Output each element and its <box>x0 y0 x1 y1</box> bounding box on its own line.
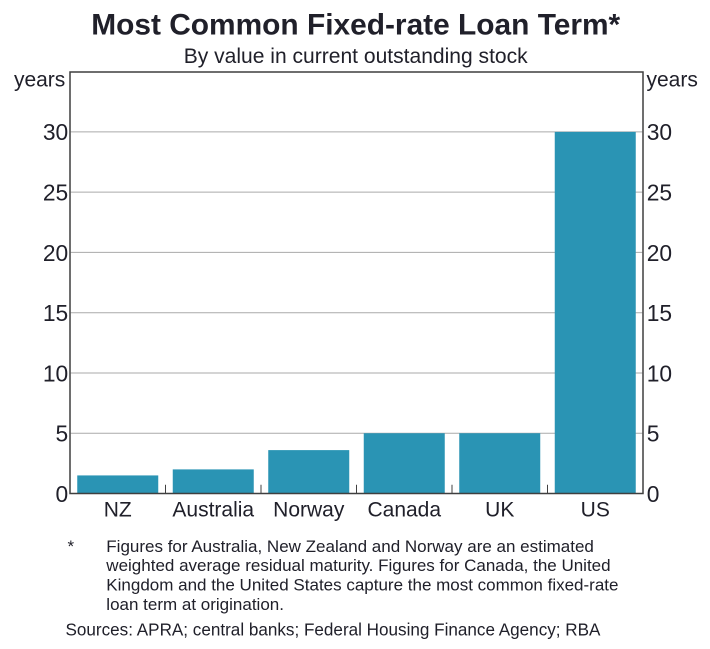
svg-text:US: US <box>581 499 610 522</box>
svg-text:Kingdom and the United States: Kingdom and the United States capture th… <box>106 576 618 595</box>
svg-text:25: 25 <box>647 180 672 206</box>
svg-text:15: 15 <box>43 300 68 326</box>
svg-text:Most Common Fixed-rate Loan Te: Most Common Fixed-rate Loan Term* <box>91 9 620 42</box>
svg-text:20: 20 <box>647 240 672 266</box>
svg-text:*: * <box>68 537 75 556</box>
svg-text:Canada: Canada <box>367 499 441 522</box>
svg-text:15: 15 <box>647 300 672 326</box>
svg-text:Sources: APRA; central banks;: Sources: APRA; central banks; Federal Ho… <box>66 621 602 640</box>
svg-text:10: 10 <box>43 360 68 386</box>
svg-text:By value in current outstandin: By value in current outstanding stock <box>184 44 528 68</box>
svg-text:20: 20 <box>43 240 68 266</box>
svg-text:Figures for Australia, New Zea: Figures for Australia, New Zealand and N… <box>106 537 594 556</box>
svg-text:10: 10 <box>647 360 672 386</box>
svg-text:UK: UK <box>485 499 514 522</box>
svg-text:30: 30 <box>43 119 68 145</box>
svg-text:years: years <box>647 69 698 92</box>
svg-text:years: years <box>14 69 65 92</box>
svg-text:0: 0 <box>56 481 69 507</box>
svg-text:5: 5 <box>56 421 69 447</box>
svg-text:NZ: NZ <box>104 499 132 522</box>
svg-text:weighted average residual matu: weighted average residual maturity. Figu… <box>105 556 610 575</box>
svg-text:Norway: Norway <box>273 499 345 522</box>
svg-text:30: 30 <box>647 119 672 145</box>
svg-text:5: 5 <box>647 421 660 447</box>
svg-text:Australia: Australia <box>172 499 254 522</box>
svg-text:loan term at origination.: loan term at origination. <box>106 595 284 614</box>
svg-text:25: 25 <box>43 180 68 206</box>
svg-text:0: 0 <box>647 481 660 507</box>
